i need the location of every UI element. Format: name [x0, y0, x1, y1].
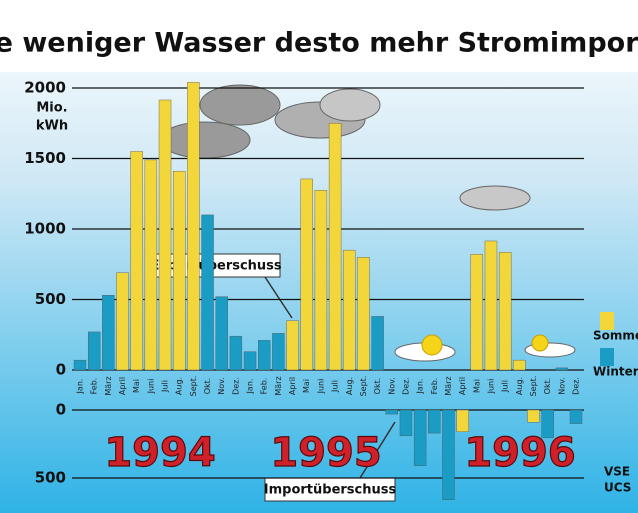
- bar: [556, 368, 568, 370]
- bar: [258, 340, 270, 370]
- x-tick-label: Juli: [331, 380, 340, 393]
- x-tick-label: Mai: [132, 379, 141, 393]
- x-tick-label: Sept.: [359, 376, 368, 397]
- bar: [230, 336, 242, 370]
- x-tick-label: Okt.: [373, 378, 382, 395]
- y-tick-label: 1000: [24, 220, 66, 238]
- bar: [372, 316, 384, 370]
- y-unit: kWh: [36, 119, 68, 134]
- bar: [244, 352, 256, 370]
- bar: [400, 410, 412, 436]
- logo: VSE: [604, 465, 630, 479]
- x-tick-label: Jan.: [76, 379, 85, 395]
- bar: [471, 254, 483, 370]
- x-tick-label: Dez.: [572, 377, 581, 395]
- logo: UCS: [604, 481, 631, 495]
- x-tick-label: Juni: [316, 379, 325, 395]
- bar: [442, 410, 454, 500]
- x-tick-label: März: [274, 376, 283, 395]
- x-tick-label: Juli: [161, 380, 170, 393]
- year-label: 1996: [464, 430, 575, 476]
- annotation: Importüberschuss: [264, 483, 397, 498]
- y-tick-label: 1500: [24, 149, 66, 167]
- bar: [357, 257, 369, 370]
- bar: [542, 410, 554, 438]
- chart-title: Je weniger Wasser desto mehr Stromimport: [0, 28, 638, 59]
- x-tick-label: Nov.: [217, 377, 226, 395]
- x-tick-label: Dez.: [231, 377, 240, 395]
- x-tick-label: Okt.: [203, 378, 212, 395]
- y-unit: Mio.: [36, 101, 67, 116]
- x-tick-label: Juni: [486, 379, 495, 395]
- x-tick-label: Aug.: [515, 377, 524, 395]
- bar: [131, 151, 143, 370]
- chart: Je weniger Wasser desto mehr Stromimport…: [0, 0, 638, 513]
- x-tick-label: April: [118, 377, 127, 395]
- bar: [202, 215, 214, 370]
- y2-tick-label: 0: [56, 401, 66, 419]
- x-tick-label: Feb.: [260, 378, 269, 395]
- x-tick-label: Mai: [472, 379, 481, 393]
- bar: [187, 82, 199, 370]
- x-tick-label: März: [444, 376, 453, 395]
- bar: [272, 333, 284, 370]
- x-tick-label: März: [104, 376, 113, 395]
- bar: [315, 190, 327, 370]
- x-tick-label: Aug.: [175, 377, 184, 395]
- bar: [527, 410, 539, 422]
- y-tick-label: 0: [56, 361, 66, 379]
- bar: [159, 100, 171, 370]
- bar: [74, 360, 86, 370]
- x-tick-label: April: [288, 377, 297, 395]
- y-tick-label: 500: [35, 290, 66, 308]
- legend-label: Winter: [593, 365, 638, 379]
- x-tick-label: Jan.: [246, 379, 255, 395]
- x-tick-label: Nov.: [387, 377, 396, 395]
- x-tick-label: Dez.: [401, 377, 410, 395]
- x-tick-label: Mai: [302, 379, 311, 393]
- x-tick-label: Sept.: [529, 376, 538, 397]
- x-tick-label: Okt.: [543, 378, 552, 395]
- bar: [117, 273, 129, 370]
- bar: [485, 241, 497, 370]
- x-tick-label: April: [458, 377, 467, 395]
- x-tick-label: Juli: [501, 380, 510, 393]
- bar: [499, 252, 511, 370]
- bar: [570, 410, 582, 424]
- bar: [513, 360, 525, 370]
- bar: [428, 410, 440, 433]
- bar: [329, 123, 341, 370]
- bar: [145, 160, 157, 370]
- y2-tick-label: 500: [35, 469, 66, 487]
- x-tick-label: Nov.: [557, 377, 566, 395]
- x-tick-label: Feb.: [430, 378, 439, 395]
- bar: [301, 179, 313, 370]
- legend-swatch: [600, 312, 614, 330]
- bar: [343, 250, 355, 370]
- legend-swatch: [600, 348, 614, 366]
- x-tick-label: Aug.: [345, 377, 354, 395]
- x-tick-label: Feb.: [90, 378, 99, 395]
- bar: [414, 410, 426, 466]
- bar: [287, 321, 299, 370]
- x-tick-label: Jan.: [416, 379, 425, 395]
- y-tick-label: 2000: [24, 79, 66, 97]
- bar: [88, 332, 100, 370]
- bar: [457, 410, 469, 432]
- x-tick-label: Juni: [146, 379, 155, 395]
- legend-label: Sommer: [593, 329, 638, 343]
- bar: [102, 295, 114, 370]
- bar: [173, 171, 185, 370]
- bar: [386, 410, 398, 414]
- bar: [216, 297, 228, 370]
- year-label: 1994: [104, 430, 215, 476]
- year-label: 1995: [270, 430, 381, 476]
- x-tick-label: Sept.: [189, 376, 198, 397]
